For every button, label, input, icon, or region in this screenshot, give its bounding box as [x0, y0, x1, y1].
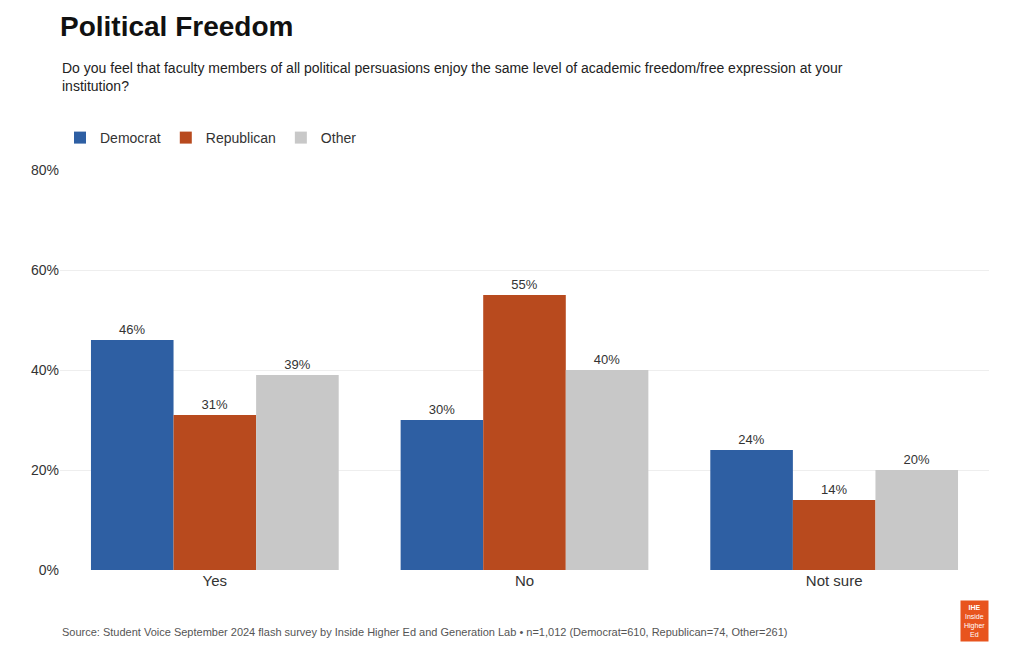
svg-text:Republican: Republican: [206, 130, 276, 146]
svg-text:Do you feel that faculty membe: Do you feel that faculty members of all …: [62, 60, 843, 94]
svg-text:31%: 31%: [202, 397, 228, 412]
svg-text:Political Freedom: Political Freedom: [60, 11, 293, 42]
svg-text:IHEInsideHigherEd: IHEInsideHigherEd: [964, 604, 985, 638]
svg-text:46%: 46%: [119, 322, 145, 337]
svg-text:20%: 20%: [31, 462, 59, 478]
svg-text:Not sure: Not sure: [806, 572, 863, 589]
svg-text:80%: 80%: [31, 162, 59, 178]
svg-text:14%: 14%: [821, 482, 847, 497]
svg-text:Yes: Yes: [203, 572, 227, 589]
svg-text:60%: 60%: [31, 262, 59, 278]
svg-text:55%: 55%: [511, 277, 537, 292]
svg-text:30%: 30%: [429, 402, 455, 417]
svg-text:24%: 24%: [738, 432, 764, 447]
svg-text:No: No: [515, 572, 534, 589]
svg-text:Source: Student Voice Septembe: Source: Student Voice September 2024 fla…: [62, 626, 787, 638]
svg-text:40%: 40%: [594, 352, 620, 367]
svg-text:Other: Other: [321, 130, 356, 146]
svg-text:20%: 20%: [904, 452, 930, 467]
svg-text:0%: 0%: [39, 562, 59, 578]
svg-text:Democrat: Democrat: [100, 130, 161, 146]
svg-text:40%: 40%: [31, 362, 59, 378]
svg-text:39%: 39%: [284, 357, 310, 372]
